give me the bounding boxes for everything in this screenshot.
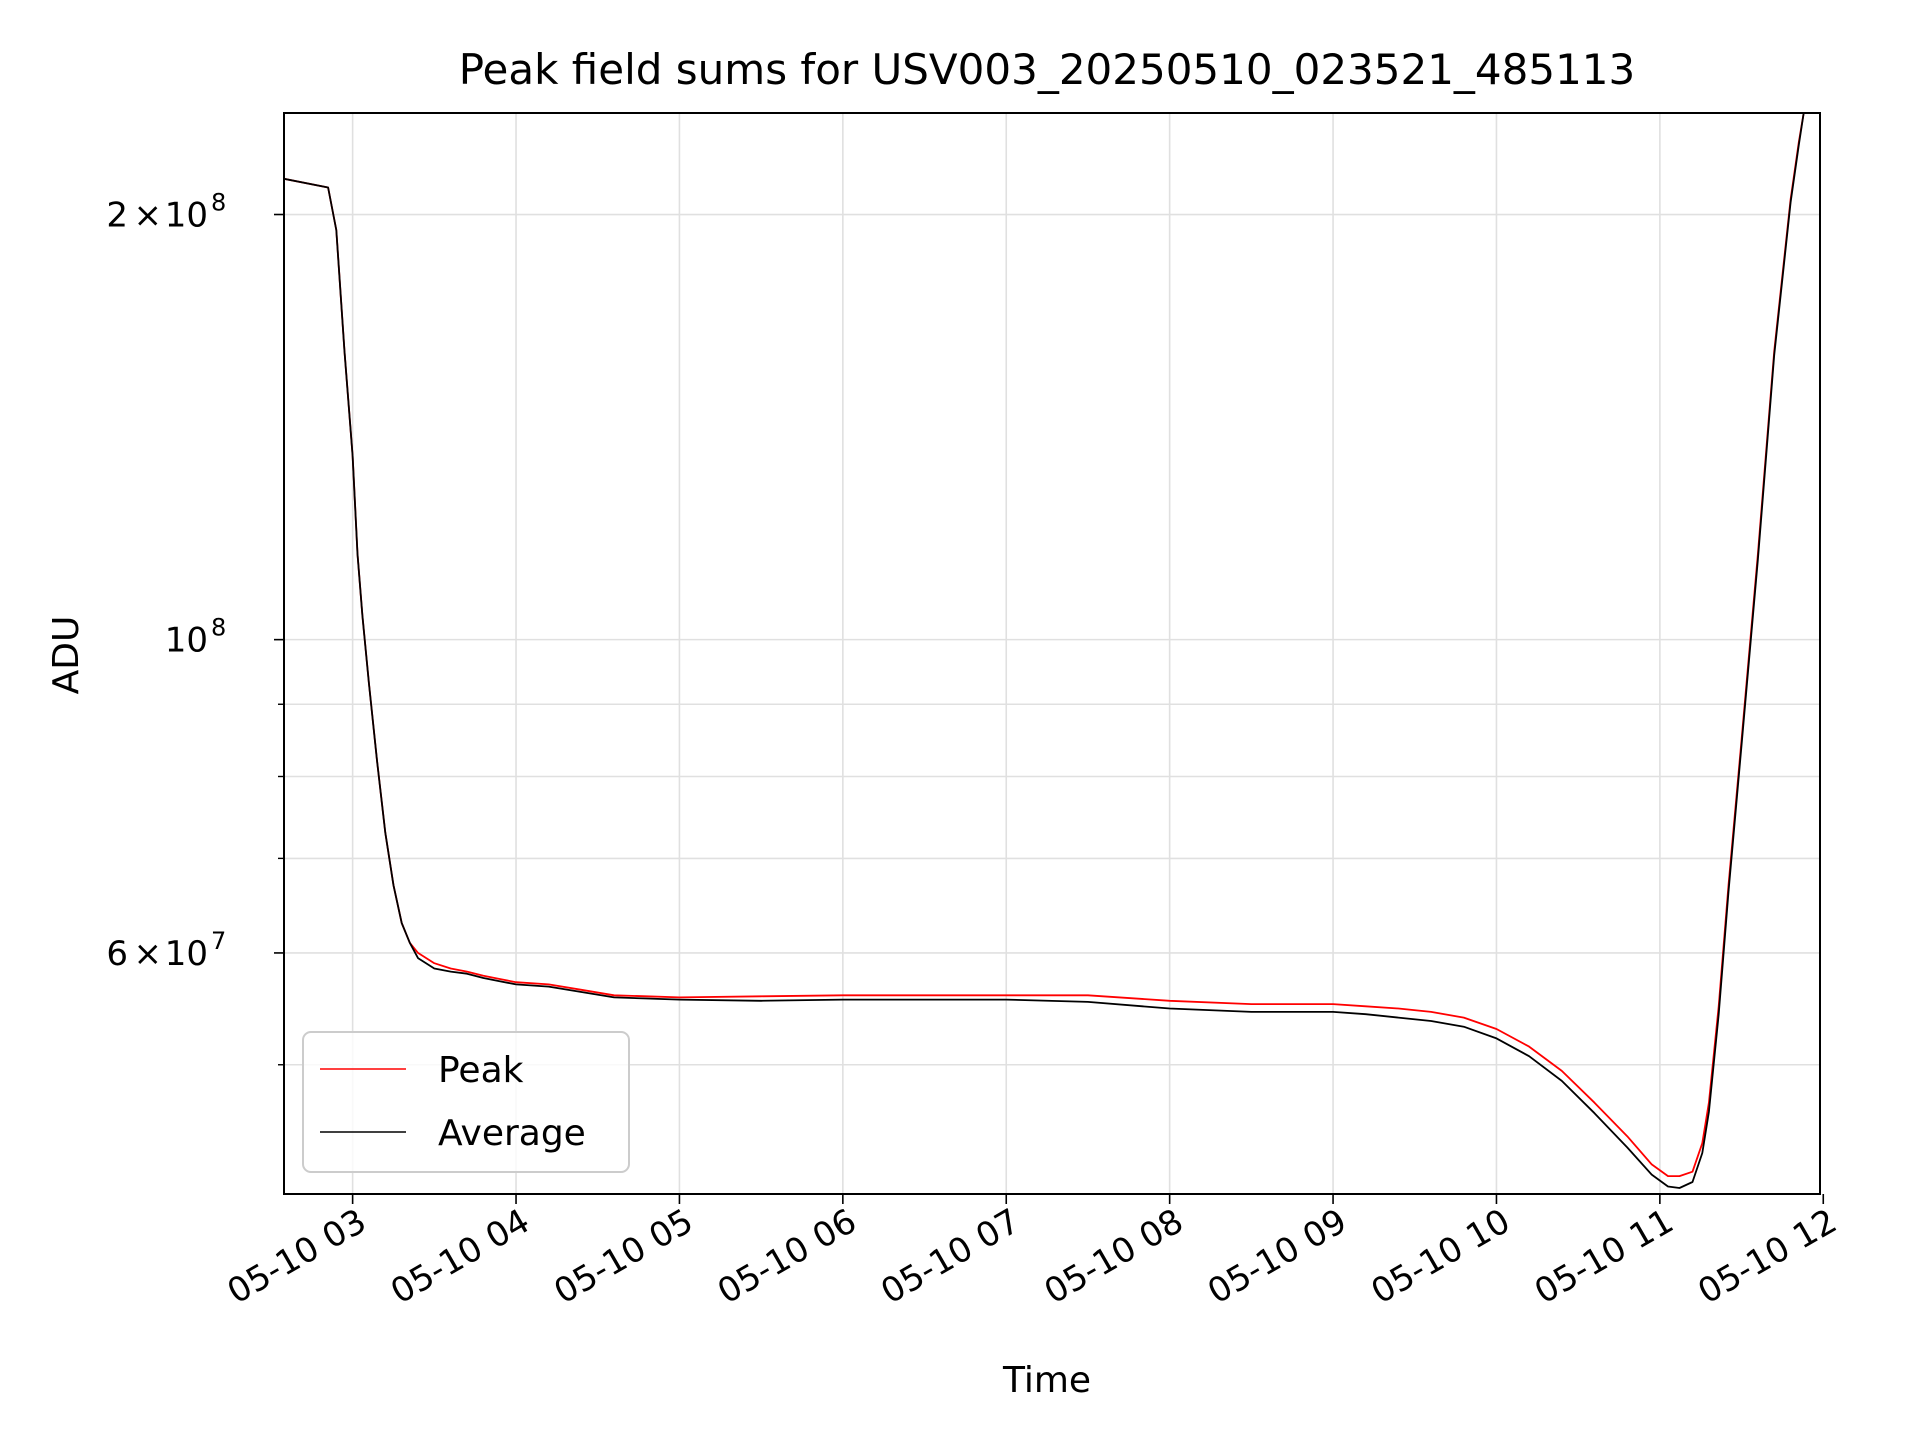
y-tick-label-times: × (134, 196, 163, 236)
y-tick-label-base: 10 (165, 621, 208, 661)
series-line-average (284, 113, 1805, 1189)
y-tick-label-times: × (134, 934, 163, 974)
chart-title: Peak field sums for USV003_20250510_0235… (459, 45, 1636, 94)
y-tick-label: 10 8 (165, 614, 227, 661)
x-axis-label: Time (1002, 1360, 1091, 1401)
legend: Peak Average (302, 1031, 630, 1173)
y-tick-label: 10 8 ×2 (106, 189, 226, 236)
y-tick-label-exponent: 7 (211, 927, 226, 955)
y-tick-label-mantissa: 6 (106, 934, 128, 974)
grid (284, 113, 1820, 1194)
y-tick-label: 10 7 ×6 (106, 927, 226, 974)
legend-box (302, 1031, 630, 1173)
legend-average-label: Average (438, 1113, 586, 1154)
y-tick-label-exponent: 8 (211, 614, 226, 642)
plot-frame (283, 112, 1821, 1195)
legend-peak-label: Peak (438, 1050, 524, 1091)
y-tick-label-base: 10 (165, 196, 208, 236)
y-tick-label-base: 10 (165, 934, 208, 974)
y-tick-label-exponent: 8 (211, 189, 226, 217)
y-tick-label-mantissa: 2 (106, 196, 128, 236)
series-layer (284, 113, 1805, 1189)
y-axis-label: ADU (46, 616, 87, 695)
